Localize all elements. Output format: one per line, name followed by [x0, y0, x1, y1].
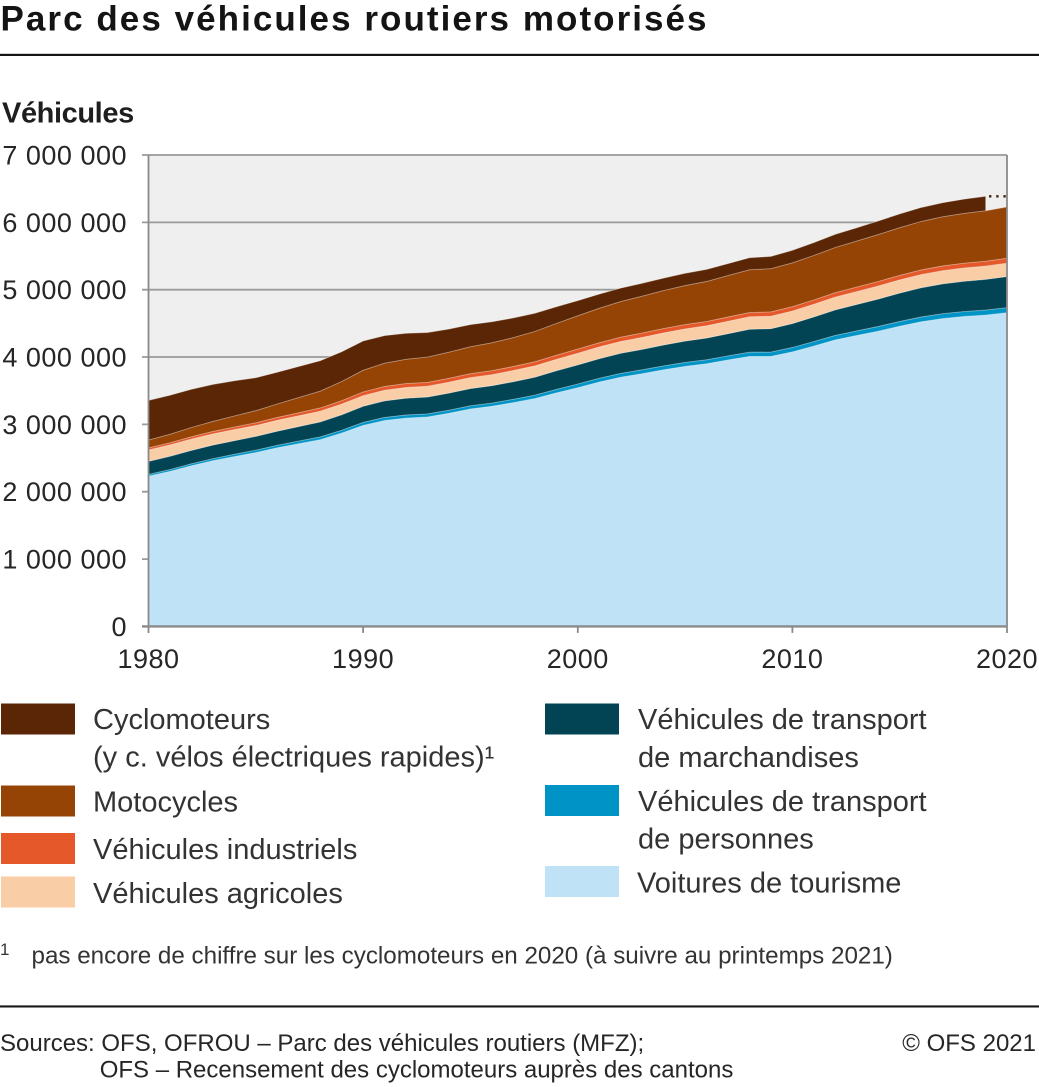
svg-text:Véhicules industriels: Véhicules industriels	[93, 834, 357, 866]
svg-text:Véhicules de transport: Véhicules de transport	[638, 786, 927, 818]
svg-text:Motocycles: Motocycles	[93, 787, 238, 819]
svg-text:3 000 000: 3 000 000	[2, 410, 127, 440]
svg-text:Véhicules de transport: Véhicules de transport	[638, 704, 927, 736]
svg-text:5 000 000: 5 000 000	[2, 275, 127, 305]
svg-text:© OFS 2021: © OFS 2021	[902, 1030, 1036, 1057]
svg-text:1 000 000: 1 000 000	[2, 545, 127, 575]
svg-text:2 000 000: 2 000 000	[2, 477, 127, 507]
svg-text:de marchandises: de marchandises	[638, 742, 859, 774]
svg-text:1980: 1980	[117, 644, 179, 674]
svg-text:OFS – Recensement des cyclomot: OFS – Recensement des cyclomoteurs auprè…	[100, 1057, 734, 1084]
svg-text:0: 0	[111, 612, 127, 642]
svg-text:Cyclomoteurs: Cyclomoteurs	[93, 704, 270, 736]
svg-text:6 000 000: 6 000 000	[2, 208, 127, 238]
svg-text:Sources: OFS, OFROU – Parc des: Sources: OFS, OFROU – Parc des véhicules…	[0, 1030, 644, 1057]
svg-text:pas encore de chiffre sur les: pas encore de chiffre sur les cyclomoteu…	[32, 943, 893, 970]
svg-text:Véhicules agricoles: Véhicules agricoles	[93, 878, 343, 910]
svg-text:Voitures de tourisme: Voitures de tourisme	[637, 867, 901, 899]
svg-text:2020: 2020	[976, 644, 1038, 674]
svg-text:Parc des véhicules routiers mo: Parc des véhicules routiers motorisés	[1, 0, 709, 39]
svg-text:Véhicules: Véhicules	[2, 98, 134, 130]
svg-text:4 000 000: 4 000 000	[2, 343, 127, 373]
svg-text:2010: 2010	[761, 644, 823, 674]
svg-text:1990: 1990	[332, 644, 394, 674]
svg-text:(y c. vélos électriques rapide: (y c. vélos électriques rapides)¹	[93, 742, 495, 774]
svg-text:2000: 2000	[547, 644, 609, 674]
svg-text:7 000 000: 7 000 000	[2, 141, 127, 171]
svg-text:1: 1	[0, 940, 9, 959]
svg-text:de personnes: de personnes	[638, 824, 814, 856]
